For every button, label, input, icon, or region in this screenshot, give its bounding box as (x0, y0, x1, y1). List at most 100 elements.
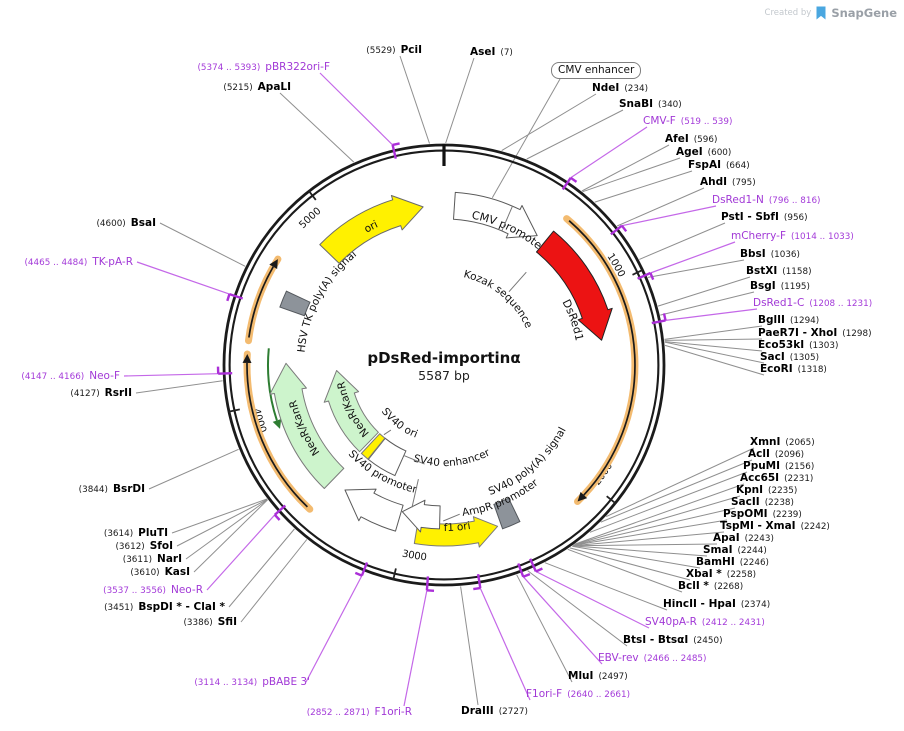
enzyme-label-tspmi-xmai[interactable]: TspMI - XmaI (2242) (720, 520, 830, 533)
primer-label-pbr322ori-f[interactable]: (5374 .. 5393) pBR322ori-F (197, 61, 330, 74)
feature-ori[interactable] (319, 195, 424, 264)
enzyme-callout-line (572, 543, 718, 547)
enzyme-label-agei[interactable]: AgeI (600) (676, 146, 731, 159)
enzyme-label-draiii[interactable]: DraIII (2727) (461, 705, 528, 718)
enzyme-label-bspdi-clai[interactable]: (3451) BspDI * - ClaI * (104, 601, 225, 614)
primer-flag (561, 177, 572, 191)
enzyme-label-apali[interactable]: (5215) ApaLI (223, 81, 291, 94)
enzyme-label-acli[interactable]: AclI (2096) (748, 448, 804, 461)
bp-tick (228, 408, 240, 413)
enzyme-label-ecori[interactable]: EcoRI (1318) (760, 363, 827, 376)
enzyme-callout-line (527, 570, 628, 647)
enzyme-label-bsrdi[interactable]: (3844) BsrDI (79, 483, 145, 496)
feature-sv40_ori[interactable] (360, 432, 386, 460)
enzyme-label-sfii[interactable]: (3386) SfiI (183, 616, 237, 629)
enzyme-label-pluti[interactable]: (3614) PluTI (104, 527, 168, 540)
site-position: (3451) (104, 603, 134, 613)
site-name: BamHI (696, 556, 735, 568)
site-position: (340) (658, 100, 682, 110)
primer-flag-foot (535, 567, 543, 573)
site-name: Acc65I (740, 472, 780, 484)
enzyme-label-nari[interactable]: (3611) NarI (123, 553, 182, 566)
enzyme-label-mlui[interactable]: MluI (2497) (568, 670, 628, 683)
enzyme-label-kasi[interactable]: (3610) KasI (130, 566, 190, 579)
enzyme-label-rsrii[interactable]: (4127) RsrII (70, 387, 132, 400)
enzyme-label-bstxi[interactable]: BstXI (1158) (746, 265, 812, 278)
enzyme-label-eco53ki[interactable]: Eco53kI (1303) (758, 339, 838, 352)
primer-label-f1ori-r[interactable]: (2852 .. 2871) F1ori-R (307, 706, 412, 719)
connector-line (411, 479, 419, 508)
enzyme-label-acc65i[interactable]: Acc65I (2231) (740, 472, 813, 485)
enzyme-label-bsai[interactable]: (4600) BsaI (96, 217, 156, 230)
enzyme-label-bglii[interactable]: BglII (1294) (758, 314, 819, 327)
enzyme-callout-line (516, 574, 573, 683)
enzyme-label-psti-sbfi[interactable]: PstI - SbfI (956) (721, 211, 808, 224)
site-position: (3611) (122, 555, 153, 565)
enzyme-label-pspomi[interactable]: PspOMI (2239) (723, 508, 802, 521)
enzyme-label-xmni[interactable]: XmnI (2065) (750, 436, 815, 449)
primer-label-ebv-rev[interactable]: EBV-rev (2466 .. 2485) (598, 652, 706, 665)
enzyme-label-kpni[interactable]: KpnI (2235) (736, 484, 797, 497)
primer-label-neo-f[interactable]: (4147 .. 4166) Neo-F (21, 370, 120, 383)
primer-label-pbabe-3[interactable]: (3114 .. 3134) pBABE 3' (194, 676, 310, 689)
primer-label-sv40pa-r[interactable]: SV40pA-R (2412 .. 2431) (645, 616, 765, 629)
enzyme-label-btsi-bts-i[interactable]: BtsI - BtsαI (2450) (623, 634, 723, 647)
feature-dsred1[interactable] (536, 230, 613, 341)
primer-callout-line (123, 373, 219, 377)
enzyme-label-bamhi[interactable]: BamHI (2246) (696, 556, 769, 569)
enzyme-label-fspai[interactable]: FspAI (664) (688, 159, 750, 172)
site-position: (2640 .. 2661) (567, 690, 631, 700)
feature-ampr_promoter[interactable] (401, 499, 441, 533)
site-position: (2246) (739, 558, 769, 568)
enzyme-label-smai[interactable]: SmaI (2244) (703, 544, 767, 557)
primer-flag-foot (426, 589, 435, 592)
feature-sv40_polya[interactable] (493, 497, 521, 530)
enzyme-label-apai[interactable]: ApaI (2243) (713, 532, 774, 545)
site-position: (2258) (726, 570, 757, 580)
site-name: SnaBI (619, 98, 654, 110)
enzyme-callout-line (660, 291, 755, 316)
enzyme-label-sacii[interactable]: SacII (2238) (731, 496, 794, 509)
enzyme-label-bsgi[interactable]: BsgI (1195) (750, 280, 810, 293)
connector-line (404, 455, 425, 465)
enzyme-label-ndei[interactable]: NdeI (234) (592, 82, 648, 95)
enzyme-label-xbai[interactable]: XbaI * (2258) (686, 568, 756, 581)
site-position: (4465 .. 4484) (24, 258, 88, 268)
enzyme-label-ahdi[interactable]: AhdI (795) (700, 176, 756, 189)
site-position: (596) (693, 135, 718, 145)
cmv-enhancer-callout[interactable]: CMV enhancer (551, 62, 642, 79)
enzyme-label-snabi[interactable]: SnaBI (340) (619, 98, 682, 111)
enzyme-callout-line (594, 170, 693, 203)
enzyme-label-saci[interactable]: SacI (1305) (760, 351, 819, 364)
orf-arrowhead (242, 353, 252, 364)
feature-neor_kanr_outer[interactable] (269, 362, 345, 489)
enzyme-label-asei[interactable]: AseI (7) (470, 46, 513, 59)
primer-label-cmv-f[interactable]: CMV-F (519 .. 539) (643, 115, 732, 128)
enzyme-label-afei[interactable]: AfeI (596) (665, 133, 717, 146)
primer-label-dsred1-c[interactable]: DsRed1-C (1208 .. 1231) (753, 297, 872, 310)
primer-label-mcherry-f[interactable]: mCherry-F (1014 .. 1033) (731, 230, 854, 243)
primer-flag (391, 144, 397, 159)
enzyme-label-ppumi[interactable]: PpuMI (2156) (743, 460, 814, 473)
feature-hsv_tk_polya[interactable] (279, 290, 311, 317)
site-name: DsRed1-C (753, 297, 805, 309)
feature-neor_kanr_inner[interactable] (323, 370, 379, 453)
primer-label-f1ori-f[interactable]: F1ori-F (2640 .. 2661) (526, 688, 630, 701)
site-name: FspAI (688, 159, 721, 171)
primer-flag-foot (354, 571, 363, 577)
primer-label-dsred1-n[interactable]: DsRed1-N (796 .. 816) (712, 194, 820, 207)
enzyme-label-hincii-hpai[interactable]: HincII - HpaI (2374) (663, 598, 770, 611)
enzyme-label-bbsi[interactable]: BbsI (1036) (740, 248, 800, 261)
enzyme-label-sfoi[interactable]: (3612) SfoI (115, 540, 173, 553)
feature-sv40_promoter[interactable] (344, 488, 404, 532)
watermark: Created by SnapGene (765, 6, 897, 20)
primer-label-tk-pa-r[interactable]: (4465 .. 4484) TK-pA-R (24, 256, 133, 269)
enzyme-label-bcli[interactable]: BclI * (2268) (678, 580, 743, 593)
site-position: (2243) (744, 534, 774, 544)
enzyme-label-paer7i-xhoi[interactable]: PaeR7I - XhoI (1298) (758, 327, 872, 340)
feature-cmv_promoter[interactable] (453, 191, 538, 239)
primer-label-neo-r[interactable]: (3537 .. 3556) Neo-R (103, 584, 203, 597)
enzyme-label-pcii[interactable]: (5529) PciI (366, 44, 422, 57)
primer-flag-foot (226, 293, 231, 302)
